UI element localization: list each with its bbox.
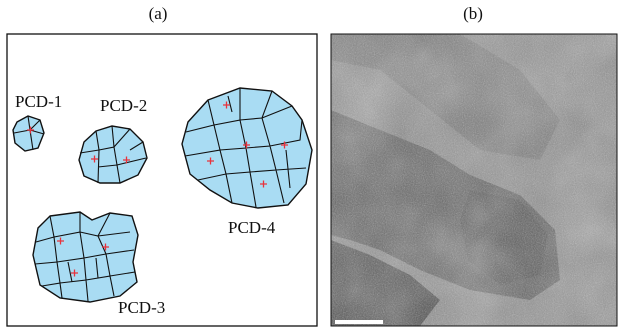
pcd-4-label: PCD-4 bbox=[228, 218, 276, 237]
pcd-3-particle bbox=[32, 211, 139, 303]
panel-b-label: (b) bbox=[463, 4, 483, 23]
pcd-1-label: PCD-1 bbox=[15, 92, 62, 111]
panel-a-label: (a) bbox=[148, 4, 168, 23]
tem-micrograph bbox=[331, 34, 617, 326]
pcd-4-center-markers bbox=[207, 101, 288, 188]
pcd-1-particle bbox=[12, 115, 45, 152]
panel-b-frame bbox=[330, 33, 618, 327]
pcd-2-particle bbox=[78, 125, 148, 184]
pcd-1-center-marker bbox=[27, 126, 34, 134]
pcd-2-center-markers bbox=[91, 155, 130, 164]
pcd-2-label: PCD-2 bbox=[100, 96, 147, 115]
scale-bar bbox=[335, 320, 383, 324]
pcd-3-center-markers bbox=[57, 237, 109, 277]
pcd-3-label: PCD-3 bbox=[118, 298, 165, 317]
